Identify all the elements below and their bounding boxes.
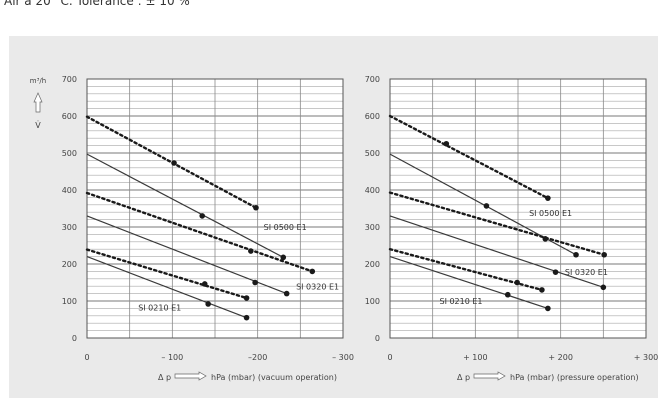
series-point [539, 287, 545, 293]
y-flow-symbol: V̇ [35, 120, 41, 130]
x-axis-arrow-icon [473, 371, 506, 381]
x-tick-label: + 300 [634, 353, 659, 362]
y-tick-label: 100 [62, 297, 77, 306]
x-tick-label: + 100 [463, 353, 488, 362]
series-point [199, 213, 205, 219]
series-point [545, 305, 551, 312]
plot-frame [86, 78, 344, 339]
series-point [545, 195, 551, 201]
x-tick-label: – 300 [332, 353, 354, 362]
series-line-dotted [85, 191, 314, 273]
x-tick-label: – 100 [161, 353, 183, 362]
series-line-dotted [85, 248, 248, 300]
x-axis-delta-p: Δ p [457, 373, 470, 382]
y-tick-label: 400 [365, 186, 380, 195]
y-tick-label: 300 [365, 223, 380, 232]
series-point [573, 251, 579, 258]
series-line-solid [389, 215, 604, 288]
series-line-solid [86, 153, 284, 258]
y-tick-label: 700 [62, 75, 77, 84]
series-line-dotted [388, 191, 606, 256]
y-tick-label: 600 [62, 112, 77, 121]
series-point [483, 203, 490, 209]
y-unit-label: m³/h [30, 77, 46, 85]
y-tick-label: 200 [62, 260, 77, 269]
x-axis-delta-p: Δ p [158, 373, 171, 382]
series-point [283, 290, 290, 297]
x-tick-label: –200 [248, 353, 267, 362]
series-point [252, 279, 258, 286]
series-label: SI 0500 E1 [264, 223, 307, 232]
y-tick-label: 700 [365, 75, 380, 84]
y-tick-label: 500 [365, 149, 380, 158]
x-axis-arrow-icon [174, 371, 207, 381]
series-point [542, 236, 549, 242]
series-point [552, 269, 559, 275]
series-point [443, 140, 450, 147]
y-tick-label: 100 [365, 297, 380, 306]
series-point [201, 281, 208, 287]
series-point [253, 204, 259, 211]
y-tick-label: 600 [365, 112, 380, 121]
y-tick-label: 200 [365, 260, 380, 269]
series-point [248, 248, 254, 254]
series-point [243, 295, 250, 301]
y-tick-label: 0 [375, 334, 380, 343]
series-point [504, 291, 511, 298]
x-axis-label: hPa (mbar) (vacuum operation) [211, 373, 337, 382]
series-point [600, 284, 607, 291]
caption: Air à 20 °C. Tolérance : ± 10 % [4, 0, 190, 8]
series-point [280, 254, 287, 261]
plot-frame [389, 78, 647, 339]
series-label: SI 0320 E1 [296, 283, 339, 292]
series-point [601, 251, 607, 258]
y-axis-arrow-icon [33, 92, 43, 113]
series-line-solid [389, 256, 549, 309]
series-line-dotted [388, 114, 550, 200]
series-point [205, 301, 211, 307]
x-tick-label: + 200 [548, 353, 573, 362]
series-label: SI 0210 E1 [138, 304, 181, 313]
series-point [514, 279, 520, 286]
x-axis-label: hPa (mbar) (pressure operation) [510, 373, 639, 382]
series-point [171, 160, 177, 166]
series-point [309, 268, 316, 275]
y-tick-label: 400 [62, 186, 77, 195]
series-line-solid [86, 256, 247, 319]
series-label: SI 0210 E1 [439, 297, 482, 306]
series-label: SI 0320 E1 [565, 268, 608, 277]
y-tick-label: 300 [62, 223, 77, 232]
series-line-dotted [85, 115, 258, 209]
series-point [243, 314, 250, 321]
y-tick-label: 500 [62, 149, 77, 158]
series-label: SI 0500 E1 [529, 209, 572, 218]
x-tick-label: 0 [84, 353, 89, 362]
x-tick-label: 0 [387, 353, 392, 362]
y-tick-label: 0 [72, 334, 77, 343]
